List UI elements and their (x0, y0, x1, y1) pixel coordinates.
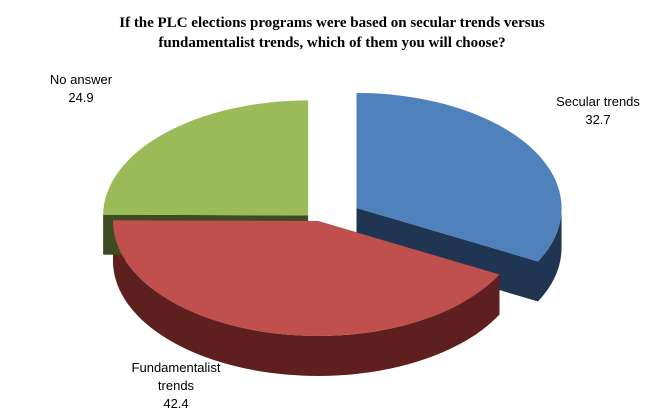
label-no-answer: No answer 24.9 (50, 72, 113, 105)
slice-fundamentalist-top (112, 220, 500, 336)
slice-secular-outer-wall (537, 207, 562, 302)
slice-no-answer-top (103, 100, 309, 216)
label-fundamentalist-value: 42.4 (163, 396, 188, 411)
pie-tops (103, 92, 562, 336)
label-secular-value: 32.7 (585, 112, 610, 127)
chart-title-line-2: fundamentalist trends, which of them you… (158, 35, 505, 51)
slice-secular-top (356, 92, 562, 262)
label-no-answer-name: No answer (50, 72, 113, 87)
label-fundamentalist-name-1: Fundamentalist (132, 360, 221, 375)
label-no-answer-value: 24.9 (68, 90, 93, 105)
label-secular: Secular trends 32.7 (556, 94, 640, 127)
label-fundamentalist-name-2: trends (158, 378, 195, 393)
label-secular-name: Secular trends (556, 94, 640, 109)
chart-title-line-1: If the PLC elections programs were based… (119, 15, 545, 31)
slice-fundamentalist-outer-wall (113, 221, 500, 376)
label-fundamentalist: Fundamentalist trends 42.4 (132, 360, 221, 411)
